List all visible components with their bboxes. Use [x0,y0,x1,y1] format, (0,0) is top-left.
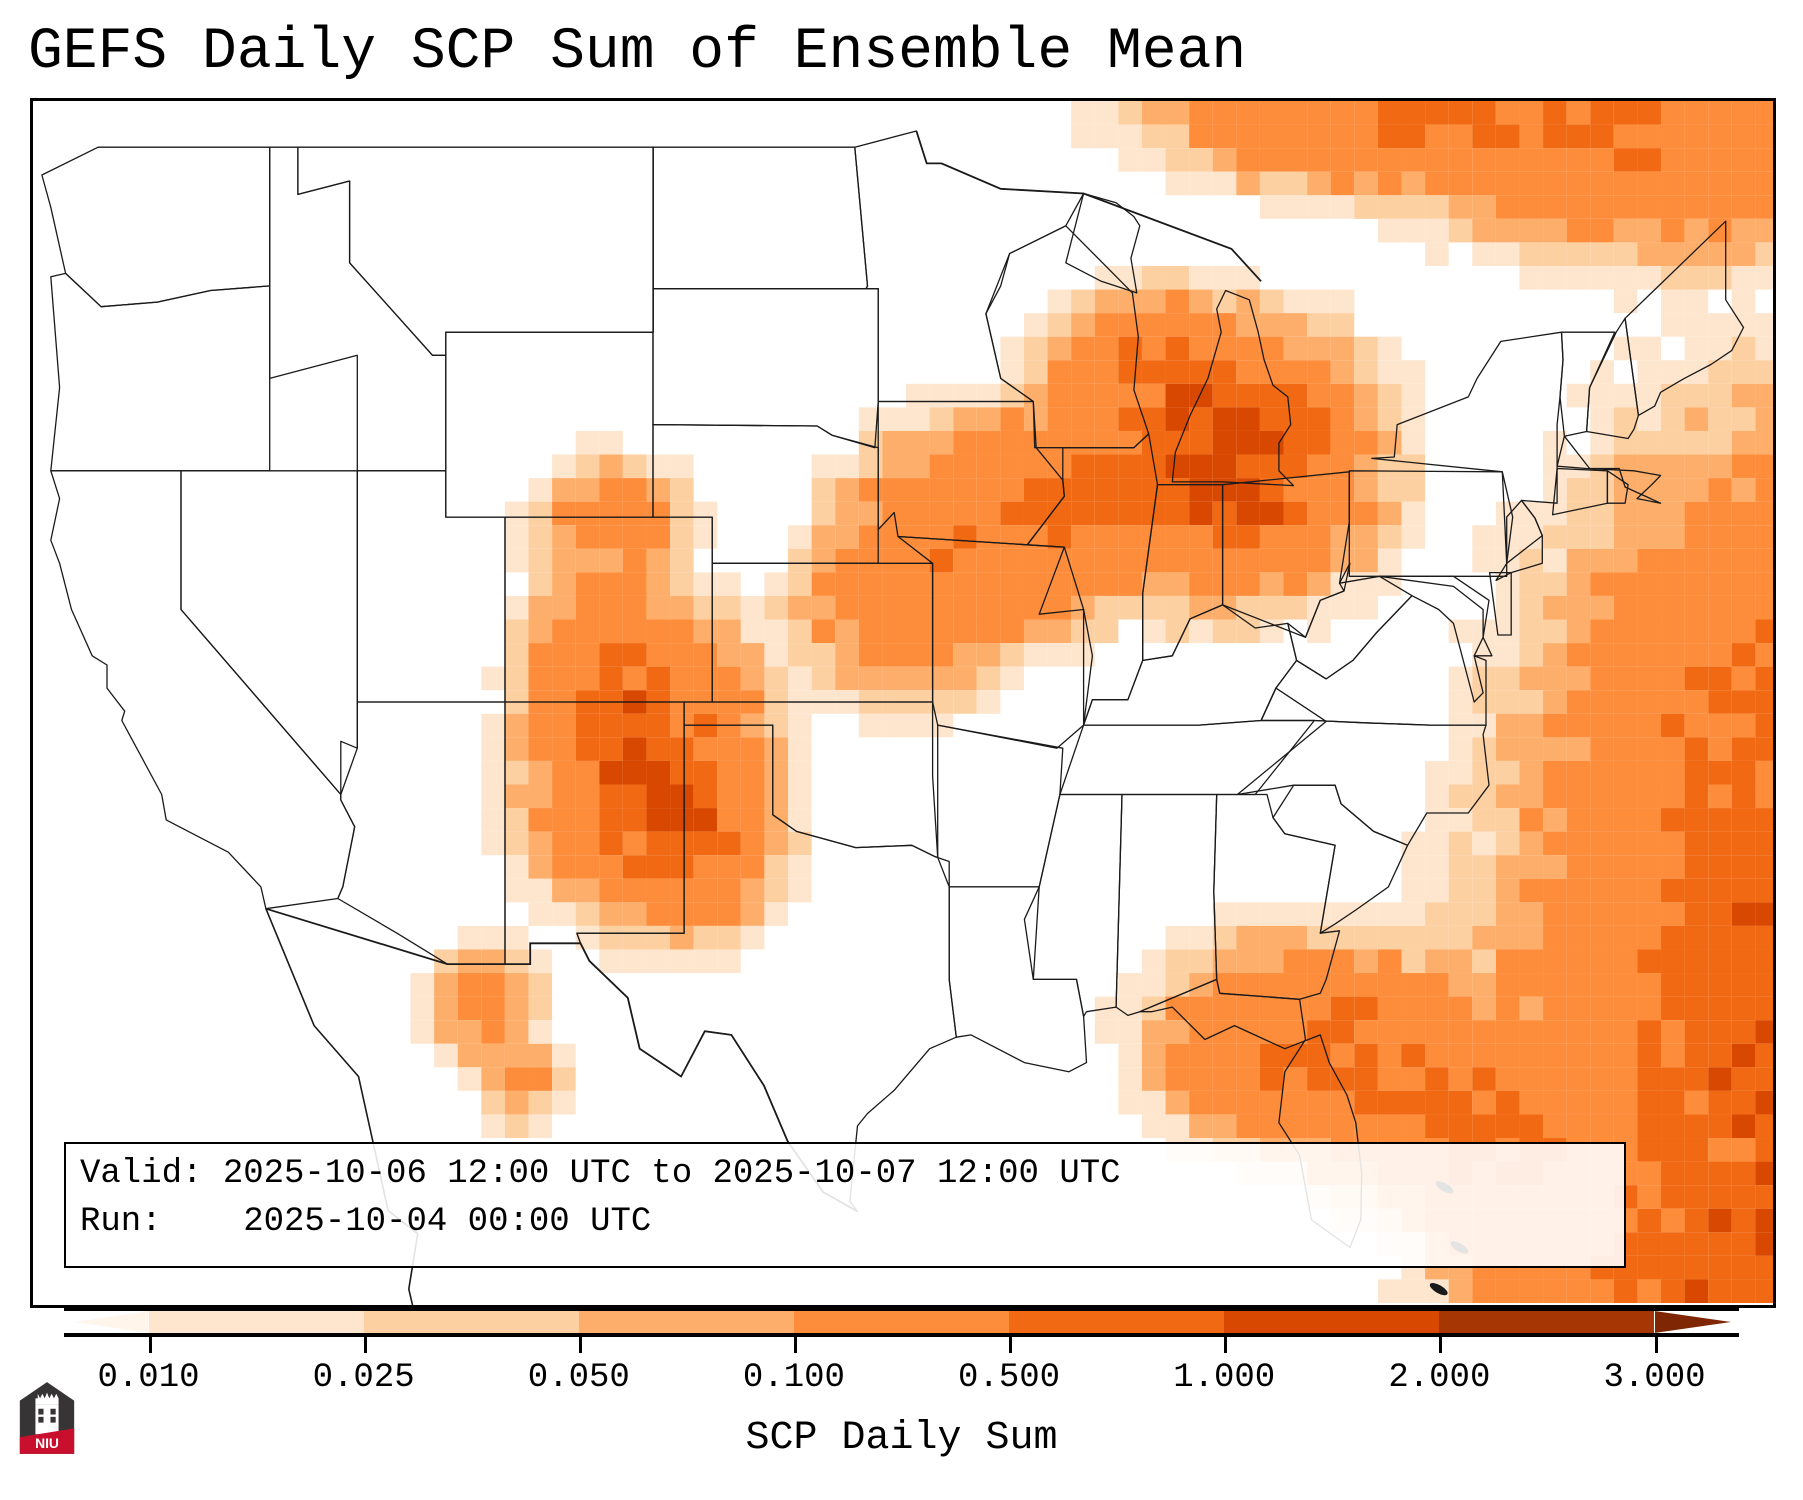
svg-text:NIU: NIU [35,1435,59,1451]
